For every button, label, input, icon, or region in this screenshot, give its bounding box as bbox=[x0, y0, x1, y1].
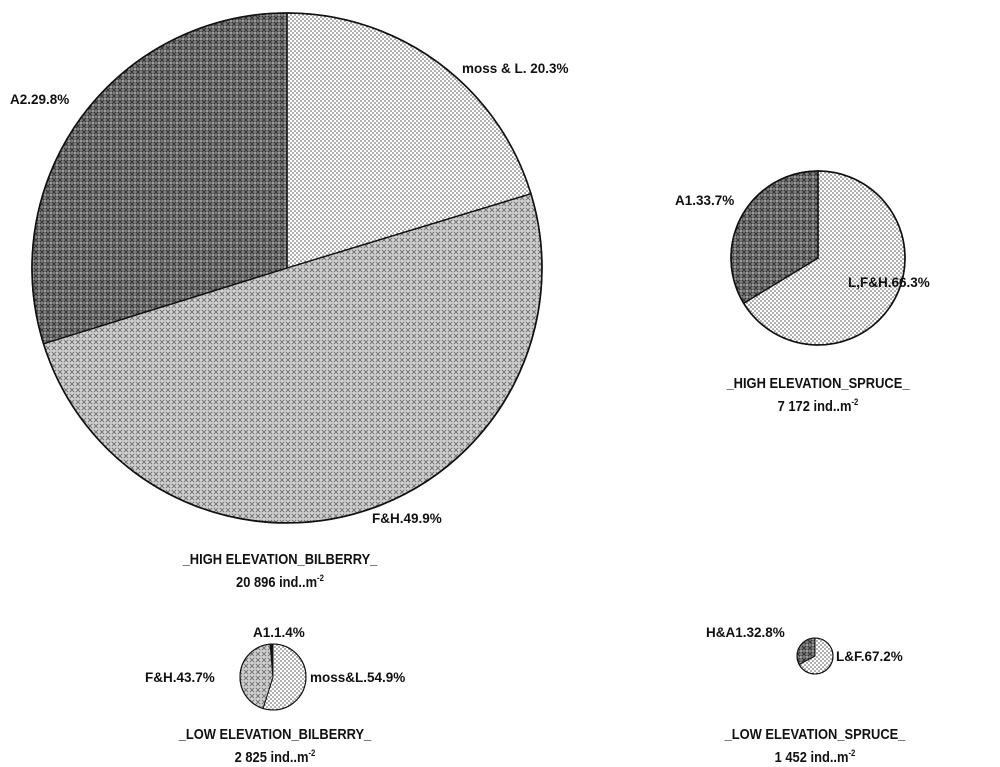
caption-low-bilberry: _LOW ELEVATION_BILBERRY_ 2 825 ind..m-2 bbox=[146, 725, 404, 767]
caption-density: 20 896 ind..m-2 bbox=[151, 569, 409, 592]
slice-label: A1.1.4% bbox=[253, 625, 305, 640]
slice-label: L&F.67.2% bbox=[836, 649, 903, 664]
pie-outline bbox=[796, 637, 834, 675]
caption-title: _HIGH ELEVATION_SPRUCE_ bbox=[726, 375, 910, 392]
density-exponent: -2 bbox=[851, 397, 859, 407]
pie-chart-1: L,F&H.66.3% A1.33.7% bbox=[675, 170, 930, 346]
density-exponent: -2 bbox=[317, 573, 324, 583]
density-value: 1 452 ind..m bbox=[774, 749, 849, 766]
caption-high-bilberry: _HIGH ELEVATION_BILBERRY_ 20 896 ind..m-… bbox=[151, 550, 409, 592]
pie-outline bbox=[730, 170, 906, 346]
slice-label: H&A1.32.8% bbox=[706, 625, 785, 640]
pie-outline bbox=[31, 12, 543, 524]
caption-density: 7 172 ind..m-2 bbox=[689, 393, 947, 416]
slice-label: moss&L.54.9% bbox=[310, 670, 405, 685]
caption-low-spruce: _LOW ELEVATION_SPRUCE_ 1 452 ind..m-2 bbox=[686, 725, 944, 767]
slice-label: F&H.49.9% bbox=[372, 511, 442, 526]
caption-title: _HIGH ELEVATION_BILBERRY_ bbox=[182, 551, 378, 568]
density-value: 20 896 ind..m bbox=[236, 574, 318, 591]
slice-label: moss & L. 20.3% bbox=[462, 61, 569, 76]
caption-title: _LOW ELEVATION_BILBERRY_ bbox=[178, 726, 372, 743]
pie-chart-0: moss & L. 20.3% F&H.49.9% A2.29.8% bbox=[10, 12, 569, 526]
slice-label: A1.33.7% bbox=[675, 193, 734, 208]
caption-density: 2 825 ind..m-2 bbox=[146, 744, 404, 767]
slice-label: L,F&H.66.3% bbox=[848, 275, 930, 290]
density-value: 2 825 ind..m bbox=[234, 749, 309, 766]
slice-label: F&H.43.7% bbox=[145, 670, 215, 685]
density-exponent: -2 bbox=[848, 748, 856, 758]
slice-label: A2.29.8% bbox=[10, 92, 69, 107]
pie-chart-3: L&F.67.2% H&A1.32.8% bbox=[706, 625, 903, 675]
pie-outline bbox=[239, 643, 307, 711]
density-value: 7 172 ind..m bbox=[777, 398, 852, 415]
caption-title: _LOW ELEVATION_SPRUCE_ bbox=[724, 726, 906, 743]
density-exponent: -2 bbox=[308, 748, 316, 758]
caption-density: 1 452 ind..m-2 bbox=[686, 744, 944, 767]
pie-chart-2: moss&L.54.9% F&H.43.7% A1.1.4% bbox=[145, 625, 405, 711]
caption-high-spruce: _HIGH ELEVATION_SPRUCE_ 7 172 ind..m-2 bbox=[689, 374, 947, 416]
